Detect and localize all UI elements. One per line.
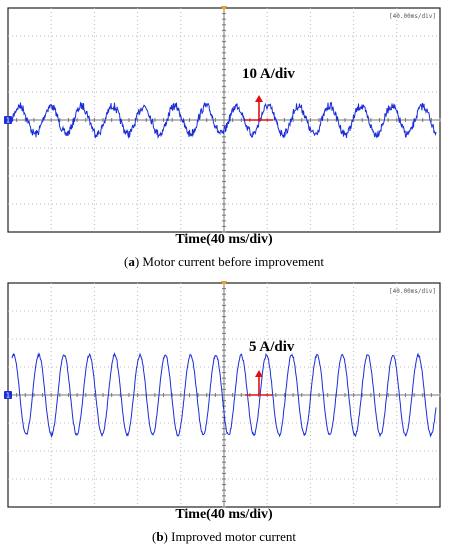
caption-part: ) Improved motor current (164, 529, 297, 544)
scope-panel: 1 [40.00ms/div] 5 A/div Time(40 ms/div) (b) … (4, 281, 441, 544)
timebase-label: [40.00ms/div] (389, 13, 436, 20)
scale-label: 10 A/div (242, 66, 295, 82)
time-label: Time(40 ms/div) (175, 507, 273, 522)
channel-label: 1 (6, 117, 10, 125)
trigger-marker (221, 281, 227, 286)
waveform (11, 101, 437, 140)
channel-label: 1 (6, 392, 10, 400)
caption: (a) Motor current before improvement (124, 254, 324, 269)
caption-part: a (128, 254, 135, 269)
caption-part: b (156, 529, 163, 544)
arrow-head (255, 370, 263, 377)
arrow-head (255, 95, 263, 102)
time-label: Time(40 ms/div) (175, 232, 273, 247)
channel-tag (4, 391, 12, 399)
caption: (b) Improved motor current (152, 529, 296, 544)
caption-part: ) Motor current before improvement (135, 254, 325, 269)
waveform (11, 351, 437, 439)
trigger-marker (221, 6, 227, 11)
caption-part: ( (152, 529, 156, 544)
channel-tag (4, 116, 12, 124)
timebase-label: [40.00ms/div] (389, 288, 436, 295)
caption-part: ( (124, 254, 128, 269)
scale-label: 5 A/div (249, 339, 295, 355)
scope-panel: 1 [40.00ms/div] 10 A/div Time(40 ms/div) (a)… (4, 6, 441, 269)
